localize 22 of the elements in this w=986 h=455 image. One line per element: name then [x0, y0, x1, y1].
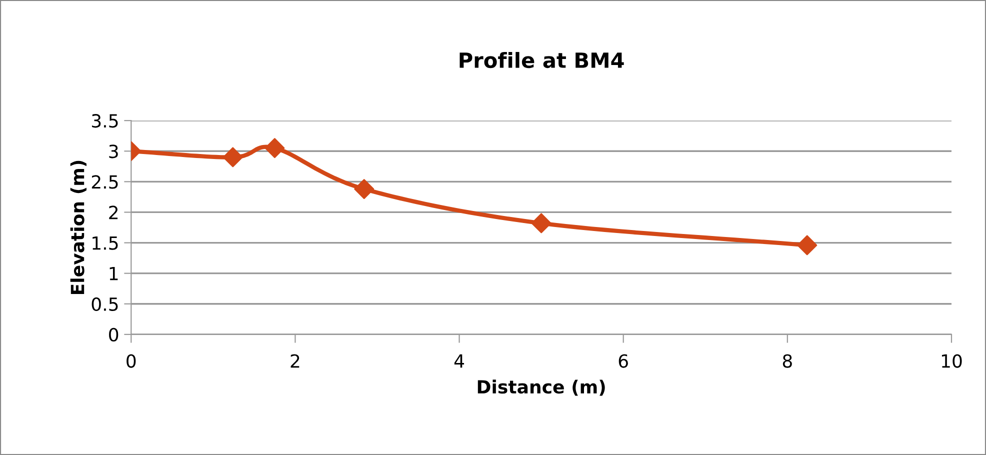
- chart-title: Profile at BM4: [460, 52, 624, 68]
- y-tick-label: 0: [109, 328, 118, 342]
- point: [264, 138, 285, 158]
- y-tick-label: 0.5: [92, 297, 118, 311]
- y-tick-label: 2: [109, 206, 118, 220]
- y-axis-title: Elevation (m): [70, 160, 86, 294]
- x-tick-label: 8: [782, 354, 792, 368]
- point: [797, 235, 818, 256]
- point: [222, 147, 243, 168]
- point: [354, 178, 374, 200]
- x-tick-label: 10: [942, 354, 962, 368]
- y-tick-label: 3.5: [92, 114, 118, 128]
- x-axis-title: Distance (m): [478, 380, 605, 396]
- x-tick-label: 2: [290, 354, 300, 368]
- x-tick-label: 4: [454, 354, 464, 368]
- y-tick-label: 1: [110, 267, 118, 280]
- y-tick-label: 3: [109, 144, 118, 158]
- x-tick-label: 0: [126, 354, 136, 368]
- y-tick-label: 1.5: [92, 236, 118, 250]
- point: [531, 213, 552, 234]
- x-tick-label: 6: [618, 354, 628, 368]
- y-tick-label: 2.5: [92, 175, 118, 189]
